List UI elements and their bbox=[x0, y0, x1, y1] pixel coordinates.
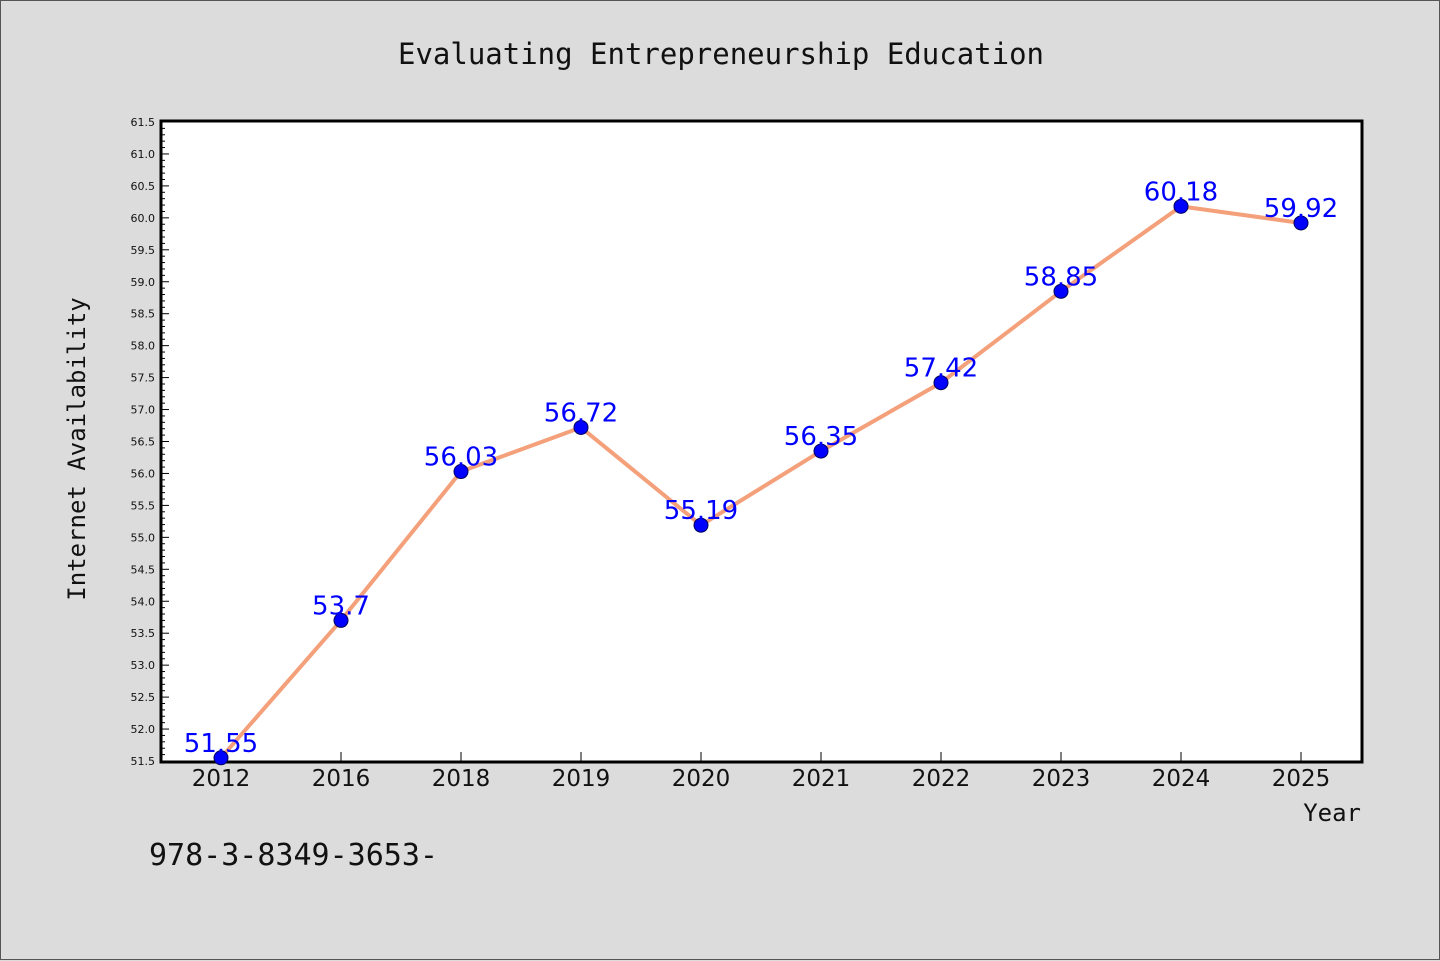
x-tick-label: 2020 bbox=[672, 766, 731, 792]
y-tick-label: 52.0 bbox=[131, 723, 156, 736]
y-tick-label: 55.5 bbox=[131, 499, 156, 512]
x-tick-label: 2016 bbox=[312, 766, 371, 792]
data-point bbox=[813, 443, 829, 459]
x-tick-label: 2023 bbox=[1032, 766, 1091, 792]
data-label: 51.55 bbox=[184, 729, 258, 759]
data-point bbox=[573, 419, 589, 435]
x-axis-label: Year bbox=[1303, 799, 1361, 827]
y-tick-label: 54.0 bbox=[131, 595, 156, 608]
y-tick-label: 54.5 bbox=[131, 563, 156, 576]
x-tick-label: 2024 bbox=[1152, 766, 1211, 792]
data-point bbox=[1173, 198, 1189, 214]
data-label: 60.18 bbox=[1144, 177, 1218, 207]
data-label: 56.03 bbox=[424, 443, 498, 473]
y-tick-label: 59.5 bbox=[131, 244, 156, 257]
x-tick-label: 2022 bbox=[912, 766, 971, 792]
x-tick-label: 2025 bbox=[1272, 766, 1331, 792]
y-tick-label: 57.0 bbox=[131, 404, 156, 417]
x-tick-label: 2021 bbox=[792, 766, 851, 792]
footnote-text: 978-3-8349-3653- bbox=[149, 838, 438, 873]
data-point bbox=[693, 517, 709, 533]
y-tick-label: 60.5 bbox=[131, 180, 156, 193]
x-tick-label: 2018 bbox=[432, 766, 491, 792]
x-tick-label: 2019 bbox=[552, 766, 611, 792]
y-tick-label: 53.5 bbox=[131, 627, 156, 640]
y-tick-label: 56.0 bbox=[131, 467, 156, 480]
data-point bbox=[333, 612, 349, 628]
data-label: 59.92 bbox=[1264, 194, 1338, 224]
y-tick-label: 59.0 bbox=[131, 276, 156, 289]
data-label: 55.19 bbox=[664, 496, 738, 526]
series-line bbox=[219, 204, 1302, 760]
y-tick-label: 58.0 bbox=[131, 340, 156, 353]
data-points bbox=[213, 198, 1309, 766]
y-tick-label: 61.0 bbox=[131, 148, 156, 161]
data-point bbox=[1293, 215, 1309, 231]
y-axis: 51.5 52.0 52.5 53.0 53.5 54.0 54.5 55.0 55.5 56.0… bbox=[131, 116, 169, 768]
y-tick-label: 53.0 bbox=[131, 659, 156, 672]
x-tick-label: 2012 bbox=[192, 766, 251, 792]
x-axis: 2012 2016 2018 2019 2020 2021 2022 2023 2024 2025 bbox=[192, 752, 1331, 792]
data-label: 56.35 bbox=[784, 422, 858, 452]
data-label: 58.85 bbox=[1024, 262, 1098, 292]
chart-title: Evaluating Entrepreneurship Education bbox=[398, 37, 1044, 71]
y-axis-label: Internet Availability bbox=[63, 297, 91, 600]
data-point bbox=[1053, 283, 1069, 299]
data-label: 53.7 bbox=[312, 591, 370, 621]
data-point bbox=[213, 750, 229, 766]
y-tick-label: 60.0 bbox=[131, 212, 156, 225]
y-tick-label: 56.5 bbox=[131, 436, 156, 449]
data-point bbox=[453, 464, 469, 480]
y-tick-label: 55.0 bbox=[131, 531, 156, 544]
data-labels: 51.55 53.7 56.03 56.72 55.19 56.35 57.42 58.85 6… bbox=[184, 177, 1338, 758]
data-point bbox=[933, 375, 949, 391]
y-tick-label: 61.5 bbox=[131, 116, 156, 129]
y-tick-label: 58.5 bbox=[131, 308, 156, 321]
data-label: 57.42 bbox=[904, 354, 978, 384]
y-tick-label: 51.5 bbox=[131, 755, 156, 768]
y-tick-label: 57.5 bbox=[131, 372, 156, 385]
y-tick-label: 52.5 bbox=[131, 691, 156, 704]
data-label: 56.72 bbox=[544, 398, 618, 428]
plot-area bbox=[159, 119, 1364, 764]
